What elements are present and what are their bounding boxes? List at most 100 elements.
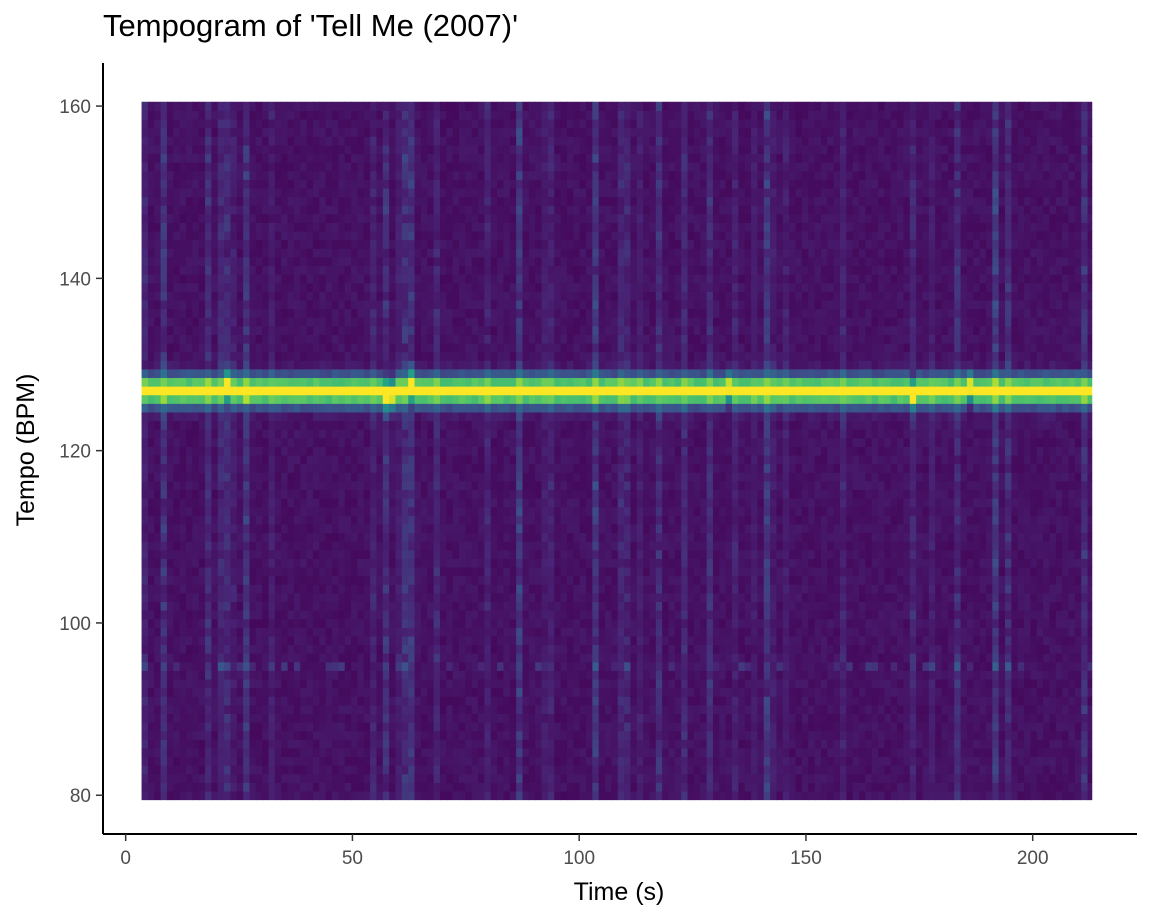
- heatmap-cell: [268, 101, 276, 111]
- heatmap-cell: [351, 730, 359, 740]
- heatmap-cell: [312, 101, 320, 111]
- heatmap-cell: [414, 635, 422, 646]
- heatmap-cell: [236, 549, 244, 559]
- heatmap-cell: [293, 342, 301, 353]
- heatmap-cell: [185, 618, 193, 628]
- heatmap-cell: [363, 713, 371, 723]
- heatmap-cell: [230, 480, 238, 491]
- heatmap-cell: [478, 170, 485, 180]
- heatmap-cell: [325, 713, 333, 723]
- heatmap-cell: [300, 342, 308, 353]
- heatmap-cell: [332, 722, 339, 732]
- heatmap-cell: [255, 282, 263, 292]
- heatmap-cell: [446, 558, 454, 568]
- heatmap-cell: [376, 498, 384, 508]
- heatmap-cell: [147, 196, 155, 206]
- heatmap-cell: [439, 187, 447, 198]
- heatmap-cell: [382, 394, 390, 404]
- heatmap-cell: [363, 446, 371, 456]
- heatmap-cell: [497, 170, 505, 180]
- heatmap-cell: [312, 541, 320, 551]
- heatmap-cell: [446, 239, 454, 249]
- heatmap-cell: [211, 187, 219, 198]
- heatmap-cell: [287, 325, 295, 335]
- heatmap-cell: [166, 144, 174, 155]
- heatmap-cell: [427, 661, 435, 671]
- heatmap-cell: [528, 532, 536, 542]
- heatmap-cell: [306, 342, 314, 353]
- heatmap-cell: [420, 532, 428, 542]
- heatmap-cell: [255, 523, 263, 534]
- heatmap-cell: [465, 386, 473, 396]
- heatmap-cell: [490, 532, 498, 542]
- heatmap-cell: [351, 377, 359, 387]
- heatmap-cell: [363, 506, 371, 516]
- heatmap-cell: [465, 420, 473, 430]
- heatmap-cell: [503, 291, 511, 301]
- heatmap-cell: [236, 678, 244, 689]
- heatmap-cell: [420, 678, 428, 689]
- heatmap-cell: [325, 386, 333, 396]
- heatmap-cell: [198, 592, 206, 602]
- heatmap-cell: [287, 351, 295, 361]
- heatmap-cell: [382, 411, 390, 422]
- heatmap-cell: [408, 610, 416, 620]
- heatmap-cell: [395, 730, 403, 740]
- heatmap-cell: [287, 558, 295, 568]
- heatmap-cell: [465, 351, 473, 361]
- heatmap-cell: [249, 627, 257, 637]
- heatmap-cell: [217, 205, 225, 215]
- heatmap-cell: [198, 670, 206, 680]
- heatmap-cell: [274, 213, 282, 223]
- heatmap-cell: [287, 592, 295, 602]
- heatmap-cell: [293, 429, 301, 439]
- heatmap-cell: [141, 437, 149, 447]
- heatmap-cell: [192, 722, 200, 732]
- heatmap-cell: [490, 360, 498, 370]
- heatmap-cell: [293, 584, 301, 594]
- heatmap-cell: [198, 773, 206, 783]
- heatmap-cell: [357, 411, 365, 422]
- heatmap-cell: [528, 713, 536, 723]
- heatmap-cell: [147, 170, 155, 180]
- heatmap-cell: [192, 515, 200, 525]
- heatmap-cell: [338, 196, 346, 206]
- heatmap-cell: [497, 351, 505, 361]
- heatmap-cell: [249, 136, 257, 146]
- heatmap-cell: [376, 463, 384, 473]
- heatmap-cell: [249, 592, 257, 602]
- heatmap-cell: [166, 730, 174, 740]
- heatmap-cell: [382, 386, 390, 396]
- heatmap-cell: [338, 265, 346, 275]
- heatmap-cell: [344, 653, 352, 663]
- heatmap-cell: [363, 541, 371, 551]
- heatmap-cell: [205, 541, 212, 551]
- heatmap-cell: [179, 170, 187, 180]
- heatmap-cell: [484, 230, 492, 241]
- heatmap-cell: [522, 403, 530, 413]
- heatmap-cell: [522, 342, 530, 353]
- heatmap-cell: [249, 377, 257, 387]
- heatmap-cell: [211, 248, 219, 258]
- heatmap-cell: [408, 627, 416, 637]
- heatmap-cell: [147, 610, 155, 620]
- heatmap-cell: [179, 790, 187, 801]
- heatmap-cell: [160, 411, 168, 422]
- heatmap-cell: [249, 248, 257, 258]
- heatmap-cell: [160, 170, 168, 180]
- heatmap-cell: [370, 489, 378, 499]
- heatmap-cell: [401, 601, 409, 611]
- heatmap-cell: [287, 463, 295, 473]
- heatmap-cell: [414, 713, 422, 723]
- heatmap-cell: [192, 179, 200, 189]
- heatmap-cell: [306, 153, 314, 163]
- heatmap-cell: [478, 437, 485, 447]
- heatmap-cell: [205, 584, 212, 594]
- heatmap-cell: [420, 765, 428, 775]
- heatmap-cell: [528, 411, 536, 422]
- heatmap-cell: [446, 541, 454, 551]
- heatmap-cell: [325, 472, 333, 482]
- heatmap-cell: [427, 179, 435, 189]
- heatmap-cell: [420, 429, 428, 439]
- heatmap-cell: [497, 230, 505, 241]
